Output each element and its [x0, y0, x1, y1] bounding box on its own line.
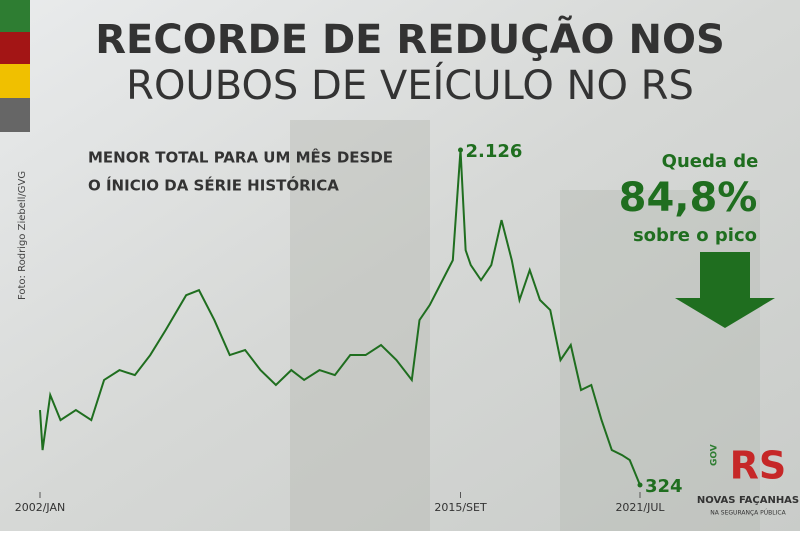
annotation: Queda de: [662, 151, 759, 172]
logo-text: NA SEGURANÇA PÚBLICA: [710, 510, 786, 517]
annotation: sobre o pico: [633, 225, 757, 246]
flag-strip: [0, 64, 30, 98]
point: [458, 147, 464, 153]
down-arrow: [675, 252, 775, 328]
subtitle: O ÍNICIO DA SÉRIE HISTÓRICA: [88, 176, 339, 195]
logo-text: RS: [730, 444, 787, 488]
flag-strip: [0, 32, 30, 64]
x-tick-label: 2002/JAN: [15, 501, 66, 514]
annotation: 84,8%: [619, 175, 758, 221]
x-tick-label: 2021/JUL: [615, 501, 665, 514]
x-tick-label: 2015/SET: [434, 501, 487, 514]
line: [39, 149, 641, 486]
data-label: 324: [645, 476, 683, 497]
photo-credit: Foto: Rodrigo Ziebell/GVG: [17, 171, 28, 300]
photo-figure: [290, 120, 430, 531]
title: RECORDE DE REDUÇÃO NOS: [95, 14, 725, 63]
logo-text: GOV: [710, 444, 720, 466]
data-label: 2.126: [466, 141, 523, 162]
logo-text: NOVAS FAÇANHAS: [697, 495, 799, 506]
subtitle: MENOR TOTAL PARA UM MÊS DESDE: [88, 148, 393, 167]
photo-figure: [560, 190, 760, 531]
flag-strip: [0, 98, 30, 132]
point: [637, 482, 643, 488]
flag-strip: [0, 0, 30, 32]
title: ROUBOS DE VEÍCULO NO RS: [126, 61, 694, 109]
